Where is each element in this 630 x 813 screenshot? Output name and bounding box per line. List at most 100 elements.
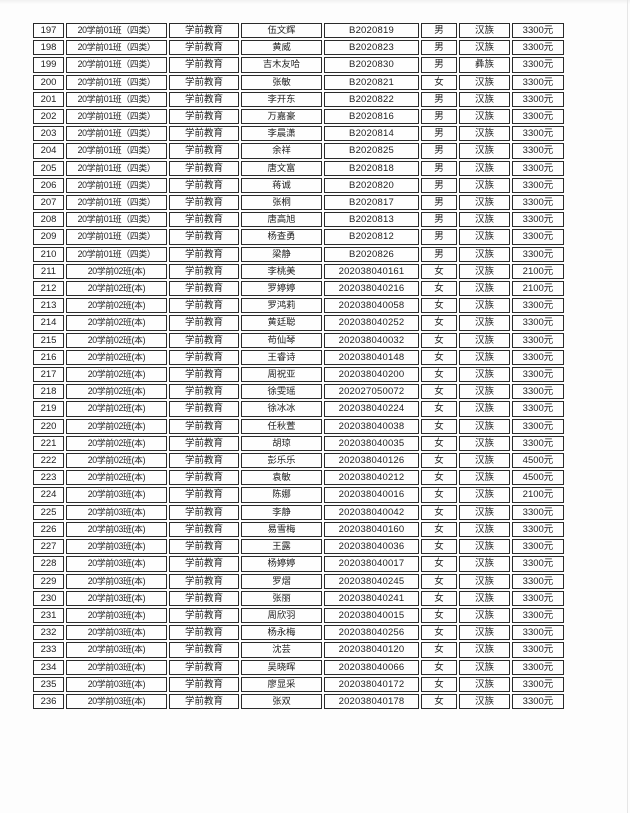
table-row: 201 20学前01班（四类） 学前教育 李开东 B2020822 男汉族 3300元 bbox=[33, 91, 564, 108]
cell-gender: 女 bbox=[421, 418, 457, 434]
cell-gender: 女 bbox=[421, 676, 457, 692]
cell-gender: 女 bbox=[421, 263, 457, 280]
cell-class: 20学前01班（四类） bbox=[66, 177, 167, 194]
cell-student_id: 202038040245 bbox=[324, 573, 419, 589]
cell-ethnicity: 汉族 bbox=[459, 676, 510, 692]
cell-gender: 男 bbox=[421, 160, 457, 176]
cell-class: 20学前03班(本) bbox=[66, 693, 167, 710]
cell-major: 学前教育 bbox=[169, 504, 239, 520]
cell-no: 214 bbox=[33, 315, 64, 331]
cell-gender: 男 bbox=[421, 143, 457, 159]
cell-name: 王露 bbox=[241, 539, 322, 555]
cell-class: 20学前03班(本) bbox=[66, 573, 167, 589]
cell-name: 李晨潇 bbox=[241, 126, 322, 142]
cell-name: 伍文辉 bbox=[241, 23, 322, 39]
cell-ethnicity: 汉族 bbox=[459, 487, 510, 503]
cell-name: 任秋萱 bbox=[241, 418, 322, 434]
cell-student_id: 202038040120 bbox=[324, 642, 419, 658]
table-row: 220 20学前02班(本) 学前教育 任秋萱 202038040038 女汉族 3300元 bbox=[33, 418, 564, 434]
cell-fee: 3300元 bbox=[512, 177, 564, 194]
cell-gender: 女 bbox=[421, 504, 457, 520]
cell-major: 学前教育 bbox=[169, 281, 239, 297]
cell-ethnicity: 汉族 bbox=[459, 298, 510, 314]
cell-fee: 3300元 bbox=[512, 504, 564, 520]
photo-edge-right bbox=[627, 0, 628, 813]
cell-ethnicity: 汉族 bbox=[459, 332, 510, 348]
cell-student_id: 202038040015 bbox=[324, 607, 419, 624]
table-row: 217 20学前02班(本) 学前教育 周祝亚 202038040200 女汉族 3300元 bbox=[33, 367, 564, 383]
table-row: 235 20学前03班(本) 学前教育 廖显采 202038040172 女汉族 3300元 bbox=[33, 676, 564, 692]
cell-student_id: 202038040036 bbox=[324, 539, 419, 555]
table-row: 203 20学前01班（四类） 学前教育 李晨潇 B2020814 男汉族 3300元 bbox=[33, 126, 564, 142]
cell-gender: 女 bbox=[421, 590, 457, 606]
cell-student_id: 202038040035 bbox=[324, 435, 419, 452]
table-row: 207 20学前01班（四类） 学前教育 张桐 B2020817 男汉族 3300元 bbox=[33, 195, 564, 211]
cell-no: 213 bbox=[33, 298, 64, 314]
cell-class: 20学前01班（四类） bbox=[66, 91, 167, 108]
cell-student_id: B2020830 bbox=[324, 57, 419, 73]
cell-gender: 男 bbox=[421, 195, 457, 211]
table-row: 202 20学前01班（四类） 学前教育 万嘉豪 B2020816 男汉族 3300元 bbox=[33, 109, 564, 125]
cell-class: 20学前01班（四类） bbox=[66, 195, 167, 211]
cell-name: 周欣羽 bbox=[241, 607, 322, 624]
cell-gender: 男 bbox=[421, 91, 457, 108]
cell-ethnicity: 汉族 bbox=[459, 74, 510, 90]
cell-fee: 3300元 bbox=[512, 435, 564, 452]
table-row: 219 20学前02班(本) 学前教育 徐冰冰 202038040224 女汉族 3300元 bbox=[33, 401, 564, 417]
table-body: 197 20学前01班（四类） 学前教育 伍文辉 B2020819 男汉族 3300元 198… bbox=[33, 23, 564, 710]
cell-fee: 3300元 bbox=[512, 23, 564, 39]
cell-name: 易雪梅 bbox=[241, 521, 322, 538]
table-row: 206 20学前01班（四类） 学前教育 蒋诚 B2020820 男汉族 3300元 bbox=[33, 177, 564, 194]
cell-student_id: 202038040252 bbox=[324, 315, 419, 331]
cell-no: 226 bbox=[33, 521, 64, 538]
cell-class: 20学前02班(本) bbox=[66, 435, 167, 452]
cell-gender: 女 bbox=[421, 435, 457, 452]
cell-fee: 3300元 bbox=[512, 401, 564, 417]
cell-name: 黄廷聪 bbox=[241, 315, 322, 331]
cell-major: 学前教育 bbox=[169, 693, 239, 710]
cell-name: 张丽 bbox=[241, 590, 322, 606]
cell-gender: 男 bbox=[421, 177, 457, 194]
cell-class: 20学前03班(本) bbox=[66, 676, 167, 692]
cell-gender: 女 bbox=[421, 607, 457, 624]
cell-major: 学前教育 bbox=[169, 57, 239, 73]
cell-name: 陈娜 bbox=[241, 487, 322, 503]
cell-name: 徐冰冰 bbox=[241, 401, 322, 417]
cell-ethnicity: 汉族 bbox=[459, 642, 510, 658]
cell-major: 学前教育 bbox=[169, 126, 239, 142]
cell-fee: 3300元 bbox=[512, 590, 564, 606]
cell-gender: 女 bbox=[421, 521, 457, 538]
cell-ethnicity: 汉族 bbox=[459, 91, 510, 108]
cell-student_id: 202038040017 bbox=[324, 556, 419, 572]
cell-major: 学前教育 bbox=[169, 143, 239, 159]
cell-student_id: B2020819 bbox=[324, 23, 419, 39]
cell-student_id: B2020821 bbox=[324, 74, 419, 90]
cell-student_id: B2020823 bbox=[324, 40, 419, 56]
cell-no: 202 bbox=[33, 109, 64, 125]
cell-name: 吴晓晖 bbox=[241, 659, 322, 675]
cell-fee: 3300元 bbox=[512, 367, 564, 383]
cell-ethnicity: 汉族 bbox=[459, 607, 510, 624]
cell-gender: 女 bbox=[421, 74, 457, 90]
cell-no: 219 bbox=[33, 401, 64, 417]
cell-no: 230 bbox=[33, 590, 64, 606]
cell-name: 袁敏 bbox=[241, 470, 322, 486]
cell-ethnicity: 汉族 bbox=[459, 23, 510, 39]
cell-class: 20学前01班（四类） bbox=[66, 229, 167, 245]
cell-student_id: 202038040160 bbox=[324, 521, 419, 538]
cell-name: 张桐 bbox=[241, 195, 322, 211]
cell-fee: 3300元 bbox=[512, 229, 564, 245]
cell-class: 20学前01班（四类） bbox=[66, 109, 167, 125]
cell-no: 218 bbox=[33, 384, 64, 400]
cell-fee: 3300元 bbox=[512, 195, 564, 211]
cell-gender: 女 bbox=[421, 693, 457, 710]
cell-fee: 3300元 bbox=[512, 573, 564, 589]
cell-name: 罗熠 bbox=[241, 573, 322, 589]
cell-gender: 男 bbox=[421, 109, 457, 125]
cell-no: 227 bbox=[33, 539, 64, 555]
cell-gender: 女 bbox=[421, 384, 457, 400]
cell-class: 20学前01班（四类） bbox=[66, 126, 167, 142]
cell-fee: 3300元 bbox=[512, 91, 564, 108]
cell-gender: 女 bbox=[421, 573, 457, 589]
cell-major: 学前教育 bbox=[169, 229, 239, 245]
